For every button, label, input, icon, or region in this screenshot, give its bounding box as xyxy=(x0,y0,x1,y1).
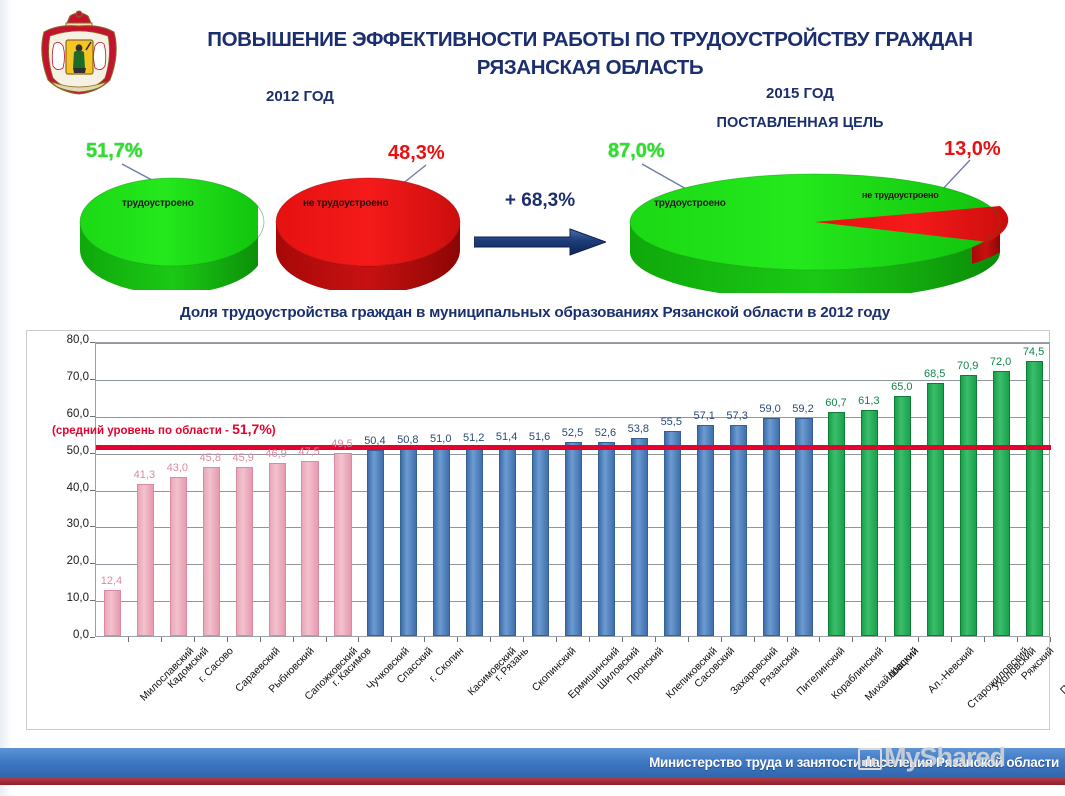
left-pie-employed-percent: 51,7% xyxy=(86,140,143,162)
chart-bar xyxy=(136,483,154,636)
page-title: ПОВЫШЕНИЕ ЭФФЕКТИВНОСТИ РАБОТЫ ПО ТРУДОУ… xyxy=(140,26,1040,82)
average-note-prefix: (средний уровень по области - xyxy=(52,425,233,437)
chart-x-tick-label: Путятинский xyxy=(1057,645,1065,697)
left-pie-chart xyxy=(70,160,470,294)
average-level-note: (средний уровень по области - 51,7%) xyxy=(52,421,276,437)
chart-bar xyxy=(960,374,978,636)
chart-gridline xyxy=(96,416,1049,418)
chart-bar xyxy=(861,409,879,636)
chart-bar xyxy=(400,448,418,636)
right-pie-employed-slice-label: трудоустроено xyxy=(654,198,726,209)
left-pie-year: 2012 ГОД xyxy=(266,88,334,105)
chart-bar xyxy=(301,460,319,636)
right-pie-employed-leader-line xyxy=(641,163,689,191)
footer-ministry-label: Министерство труда и занятости населения… xyxy=(649,755,1059,770)
chart-average-line xyxy=(96,445,1051,451)
chart-bar xyxy=(564,442,583,636)
chart-bar xyxy=(597,442,615,636)
right-pie-unemployed-percent: 13,0% xyxy=(944,138,1001,160)
title-line-1: ПОВЫШЕНИЕ ЭФФЕКТИВНОСТИ РАБОТЫ ПО ТРУДОУ… xyxy=(207,28,973,51)
chart-gridline xyxy=(96,343,1049,344)
chart-gridline xyxy=(96,379,1049,381)
right-pie-employed-percent: 87,0% xyxy=(608,140,665,162)
chart-bar xyxy=(367,450,385,636)
chart-bar xyxy=(762,418,780,636)
chart-bar xyxy=(696,425,714,636)
chart-bar xyxy=(927,383,945,636)
average-note-suffix: ) xyxy=(271,425,276,437)
chart-bar xyxy=(1025,361,1044,636)
chart-bar xyxy=(268,463,286,636)
left-pie-unemployed-percent: 48,3% xyxy=(388,142,445,164)
left-pie-employed-slice-label: трудоустроено xyxy=(122,198,194,209)
average-note-value: 51,7% xyxy=(232,421,272,437)
chart-x-tick-mark xyxy=(1050,637,1051,642)
title-line-2: РЯЗАНСКАЯ ОБЛАСТЬ xyxy=(476,56,704,79)
chart-bar xyxy=(169,477,187,636)
chart-bar xyxy=(499,446,517,636)
watermark-label: MyShared xyxy=(883,742,1006,772)
growth-arrow-icon xyxy=(473,228,608,256)
chart-bar xyxy=(993,370,1011,636)
ryazan-coat-of-arms-icon xyxy=(24,10,134,102)
growth-percent-label: + 68,3% xyxy=(504,190,576,211)
chart-bar xyxy=(334,453,352,636)
chart-bar xyxy=(532,445,550,636)
chart-bar xyxy=(795,417,813,636)
chart-bar xyxy=(729,424,747,636)
chart-bar xyxy=(202,467,220,636)
right-pie-goal-caption: ПОСТАВЛЕННАЯ ЦЕЛЬ xyxy=(716,115,884,131)
footer-band xyxy=(0,748,1065,778)
chart-bar xyxy=(663,431,681,636)
myshared-logo-icon xyxy=(858,748,882,770)
left-decorative-edge xyxy=(0,0,12,796)
chart-bar xyxy=(103,590,121,636)
footer-red-stripe xyxy=(0,778,1065,785)
chart-bar xyxy=(466,447,484,636)
chart-bar xyxy=(433,447,451,636)
right-pie-unemployed-slice-label: не трудоустроено xyxy=(862,190,939,200)
chart-bar xyxy=(828,412,846,636)
chart-plot-area xyxy=(95,342,1051,637)
right-pie-unemployed-leader-line xyxy=(939,159,971,193)
left-pie-unemployed-slice-label: не трудоустроено xyxy=(303,198,389,209)
chart-bar xyxy=(630,437,648,636)
chart-bar xyxy=(235,466,253,636)
right-pie-chart xyxy=(620,158,1020,300)
right-pie-year: 2015 ГОД xyxy=(766,85,834,102)
chart-title: Доля трудоустройства граждан в муниципал… xyxy=(180,304,890,321)
chart-bar xyxy=(894,396,912,636)
